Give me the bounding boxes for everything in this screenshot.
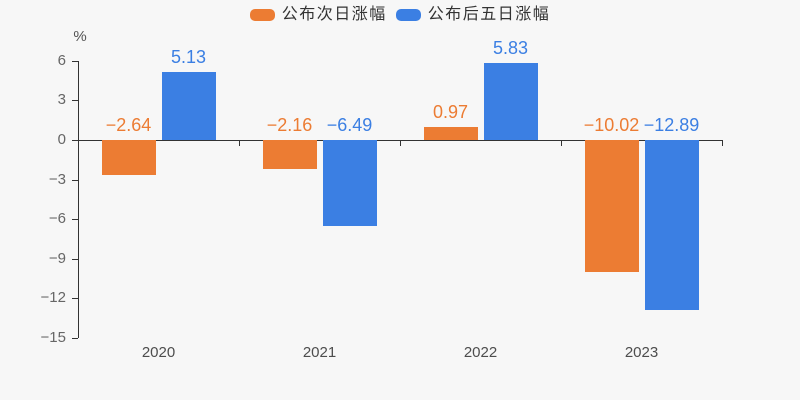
value-label: 5.83 bbox=[492, 38, 529, 59]
y-tick-label: −3 bbox=[48, 170, 66, 188]
x-tick-label: 2022 bbox=[463, 344, 498, 361]
y-axis-line bbox=[78, 60, 79, 338]
y-axis-unit-label: % bbox=[73, 28, 87, 45]
y-tick-label: 3 bbox=[57, 91, 66, 109]
value-label: −2.16 bbox=[266, 115, 313, 135]
y-tick bbox=[72, 140, 78, 141]
y-tick-label: 6 bbox=[57, 51, 66, 69]
bar-2023-series-1[interactable] bbox=[644, 140, 699, 311]
y-tick bbox=[72, 100, 78, 102]
legend-item-series-0[interactable]: 公布次日涨幅 bbox=[249, 5, 387, 25]
value-label: −10.02 bbox=[583, 115, 640, 135]
bar-2021-series-0[interactable] bbox=[262, 140, 317, 169]
y-tick bbox=[72, 338, 78, 339]
legend-swatch-icon bbox=[395, 9, 421, 21]
x-tick bbox=[400, 140, 401, 146]
value-label: −6.49 bbox=[326, 115, 373, 135]
x-tick bbox=[239, 140, 240, 146]
bar-2023-series-0[interactable] bbox=[584, 140, 639, 273]
legend-label: 公布次日涨幅 bbox=[281, 6, 387, 23]
legend-label: 公布后五日涨幅 bbox=[427, 6, 551, 23]
y-tick-label: −6 bbox=[48, 210, 66, 228]
y-tick-label: −12 bbox=[40, 289, 66, 307]
y-tick bbox=[72, 179, 78, 181]
bar-2022-series-1[interactable] bbox=[483, 63, 538, 140]
y-tick bbox=[72, 219, 78, 221]
legend-swatch-icon bbox=[249, 9, 275, 21]
legend-item-series-1[interactable]: 公布后五日涨幅 bbox=[395, 5, 551, 25]
value-label: −12.89 bbox=[643, 115, 700, 135]
chart-legend: 公布次日涨幅 公布后五日涨幅 bbox=[0, 5, 800, 25]
bar-2022-series-0[interactable] bbox=[423, 127, 478, 140]
bar-2021-series-1[interactable] bbox=[322, 140, 377, 226]
value-label: 5.13 bbox=[170, 47, 207, 68]
y-tick bbox=[72, 60, 78, 62]
bar-2020-series-1[interactable] bbox=[161, 72, 216, 140]
x-tick-label: 2020 bbox=[141, 344, 176, 361]
x-tick-label: 2023 bbox=[624, 344, 659, 361]
y-tick-label: −15 bbox=[40, 329, 66, 346]
value-label: −2.64 bbox=[105, 115, 152, 135]
value-label: 0.97 bbox=[432, 102, 469, 123]
y-tick bbox=[72, 298, 78, 300]
x-tick bbox=[561, 140, 562, 146]
y-tick bbox=[72, 258, 78, 260]
y-tick-label: 0 bbox=[57, 131, 66, 148]
x-tick-label: 2021 bbox=[302, 344, 337, 361]
y-tick-label: −9 bbox=[48, 249, 66, 267]
bar-2020-series-0[interactable] bbox=[101, 140, 156, 175]
x-tick bbox=[722, 140, 723, 146]
